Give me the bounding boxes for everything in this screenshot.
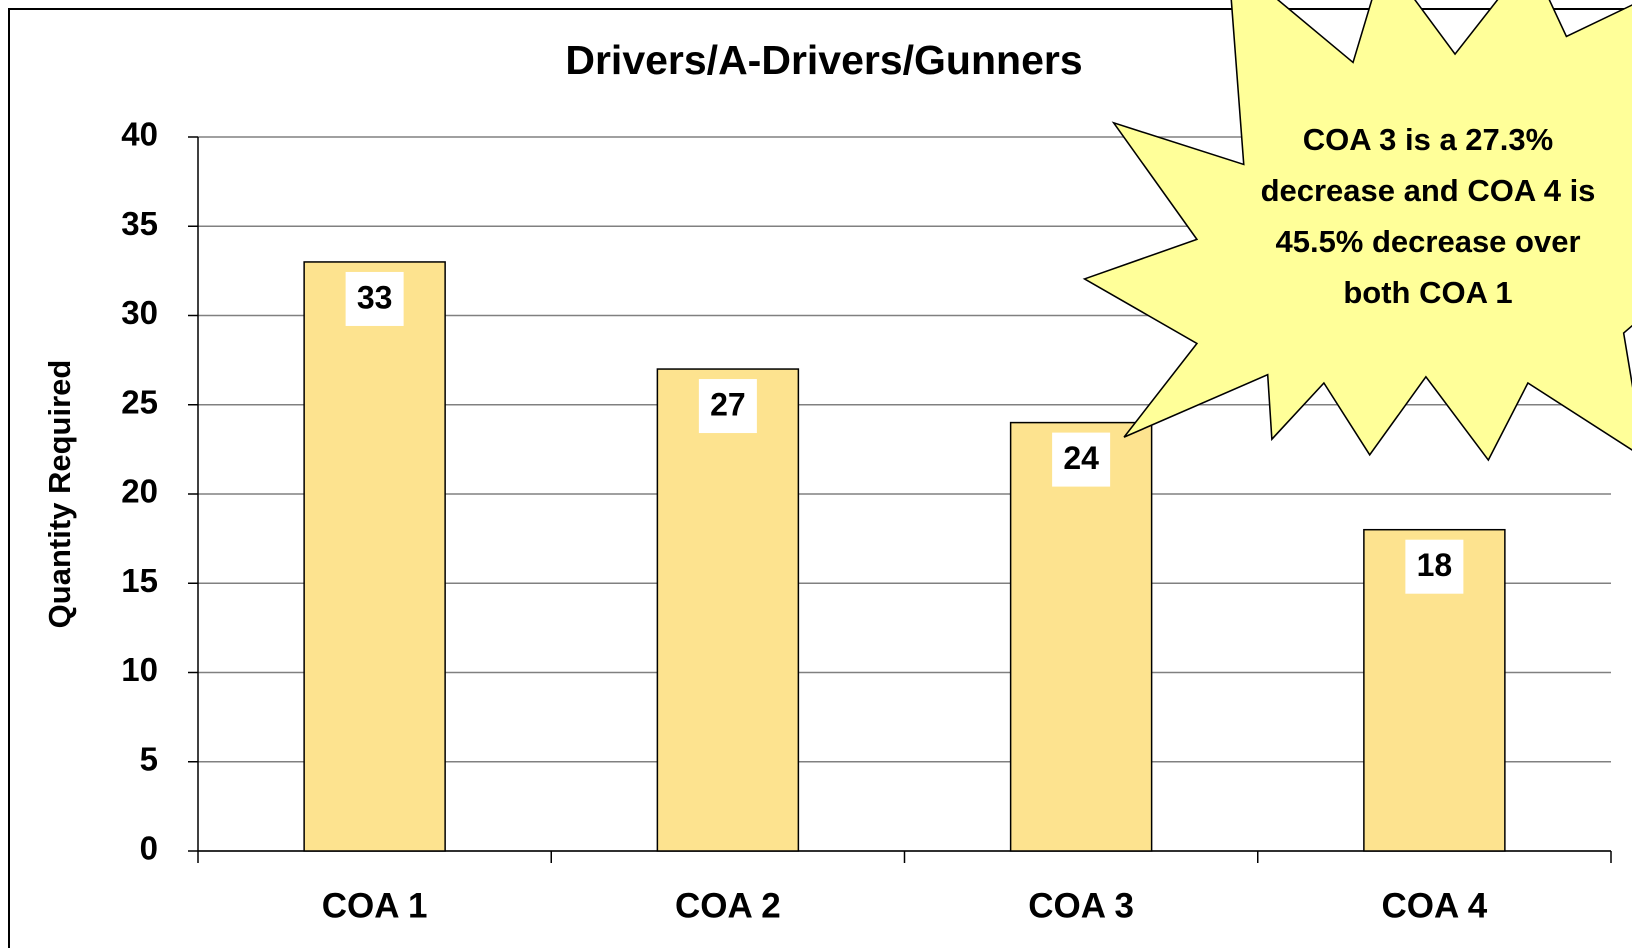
- bar: [303, 261, 446, 852]
- y-axis-title: Quantity Required: [42, 360, 77, 629]
- starburst: [1082, 0, 1632, 462]
- bar: [1009, 421, 1153, 852]
- y-tick-label: 20: [121, 473, 158, 510]
- data-label: 18: [1417, 547, 1453, 583]
- y-tick-label: 35: [121, 205, 158, 242]
- y-tick-label: 15: [121, 562, 158, 599]
- data-label-box: [1052, 432, 1111, 487]
- bar: [656, 368, 800, 852]
- x-tick-label: COA 2: [675, 886, 781, 925]
- y-tick-label: 10: [121, 651, 158, 688]
- data-label: 24: [1063, 440, 1099, 476]
- plot-area: 0 5 10 15 20 25 30 35 40 COA 1 33 COA 2 27 COA 3 24 COA…: [121, 116, 1612, 925]
- x-tick-label: COA 3: [1028, 886, 1134, 925]
- y-tick-label: 30: [121, 294, 158, 331]
- annotation-line: both COA 1: [1343, 275, 1512, 310]
- annotation-line: 45.5% decrease over: [1275, 224, 1580, 259]
- data-label: 27: [710, 387, 746, 423]
- data-label-box: [345, 271, 404, 326]
- annotation-line: COA 3 is a 27.3%: [1303, 122, 1553, 157]
- data-label-box: [1405, 539, 1464, 594]
- starburst-shape: [1082, 0, 1632, 462]
- x-tick-label: COA 1: [322, 886, 428, 925]
- annotation-line: decrease and COA 4 is: [1261, 173, 1596, 208]
- data-label: 33: [357, 279, 393, 315]
- chart-title: Drivers/A-Drivers/Gunners: [565, 37, 1082, 83]
- annotation: COA 3 is a 27.3% decrease and COA 4 is 45.…: [1261, 122, 1596, 310]
- y-tick-label: 0: [140, 830, 158, 867]
- chart-frame: [8, 8, 1632, 948]
- x-tick-label: COA 4: [1382, 886, 1488, 925]
- y-tick-label: 40: [121, 116, 158, 153]
- y-tick-label: 5: [140, 740, 158, 777]
- y-tick-label: 25: [121, 383, 158, 420]
- data-label-box: [698, 379, 757, 434]
